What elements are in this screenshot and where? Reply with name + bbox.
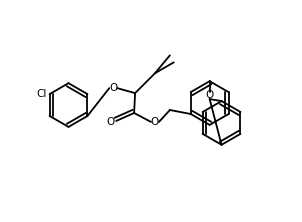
- Text: O: O: [205, 90, 214, 100]
- Text: O: O: [109, 83, 117, 93]
- Text: O: O: [151, 117, 159, 127]
- Text: Cl: Cl: [36, 89, 47, 99]
- Text: O: O: [106, 117, 114, 127]
